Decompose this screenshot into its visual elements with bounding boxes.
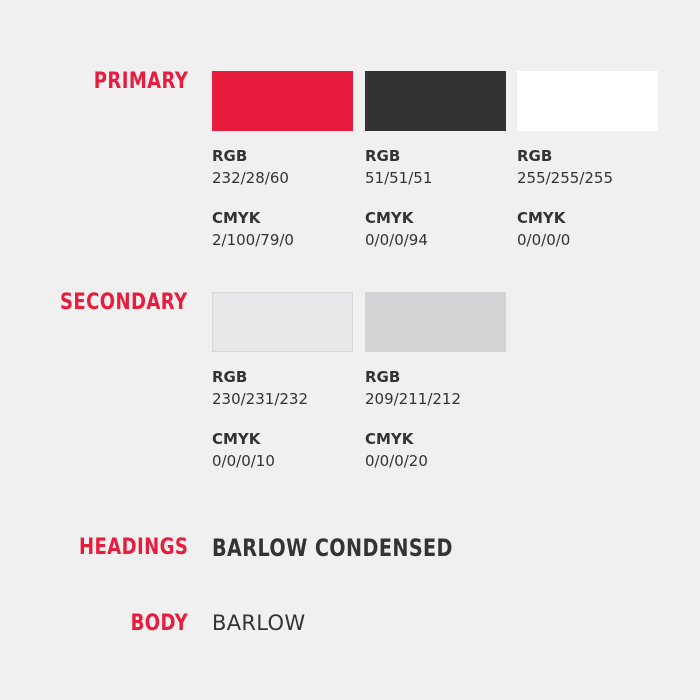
swatch-primary-white bbox=[517, 71, 658, 131]
body-label: BODY bbox=[130, 611, 188, 636]
rgb-key: RGB bbox=[212, 368, 248, 386]
rgb-key: RGB bbox=[212, 147, 248, 165]
spec-cmyk-primary-red: CMYK 2/100/79/0 bbox=[212, 207, 294, 251]
swatch-secondary-gray bbox=[365, 292, 506, 352]
primary-label: PRIMARY bbox=[93, 69, 188, 94]
spec-rgb-secondary-gray: RGB 209/211/212 bbox=[365, 366, 461, 410]
spec-cmyk-secondary-light-gray: CMYK 0/0/0/10 bbox=[212, 428, 275, 472]
rgb-key: RGB bbox=[517, 147, 553, 165]
spec-rgb-primary-dark: RGB 51/51/51 bbox=[365, 145, 432, 189]
cmyk-key: CMYK bbox=[365, 209, 414, 227]
spec-cmyk-primary-white: CMYK 0/0/0/0 bbox=[517, 207, 570, 251]
body-font-sample: BARLOW bbox=[212, 611, 306, 635]
spec-cmyk-primary-dark: CMYK 0/0/0/94 bbox=[365, 207, 428, 251]
spec-cmyk-secondary-gray: CMYK 0/0/0/20 bbox=[365, 428, 428, 472]
rgb-value: 232/28/60 bbox=[212, 169, 289, 187]
spec-rgb-primary-white: RGB 255/255/255 bbox=[517, 145, 613, 189]
swatch-secondary-light-gray bbox=[212, 292, 353, 352]
cmyk-key: CMYK bbox=[212, 430, 261, 448]
cmyk-key: CMYK bbox=[365, 430, 414, 448]
rgb-key: RGB bbox=[365, 147, 401, 165]
rgb-value: 255/255/255 bbox=[517, 169, 613, 187]
spec-rgb-secondary-light-gray: RGB 230/231/232 bbox=[212, 366, 308, 410]
rgb-value: 209/211/212 bbox=[365, 390, 461, 408]
secondary-label: SECONDARY bbox=[60, 290, 188, 315]
rgb-value: 51/51/51 bbox=[365, 169, 433, 187]
spec-rgb-primary-red: RGB 232/28/60 bbox=[212, 145, 289, 189]
cmyk-key: CMYK bbox=[212, 209, 261, 227]
rgb-value: 230/231/232 bbox=[212, 390, 308, 408]
cmyk-key: CMYK bbox=[517, 209, 566, 227]
swatch-primary-red bbox=[212, 71, 353, 131]
swatch-primary-dark bbox=[365, 71, 506, 131]
rgb-key: RGB bbox=[365, 368, 401, 386]
cmyk-value: 0/0/0/10 bbox=[212, 452, 275, 470]
cmyk-value: 2/100/79/0 bbox=[212, 231, 294, 249]
headings-label: HEADINGS bbox=[78, 535, 188, 560]
cmyk-value: 0/0/0/94 bbox=[365, 231, 428, 249]
headings-font-sample: BARLOW CONDENSED bbox=[212, 534, 453, 562]
cmyk-value: 0/0/0/0 bbox=[517, 231, 571, 249]
cmyk-value: 0/0/0/20 bbox=[365, 452, 428, 470]
